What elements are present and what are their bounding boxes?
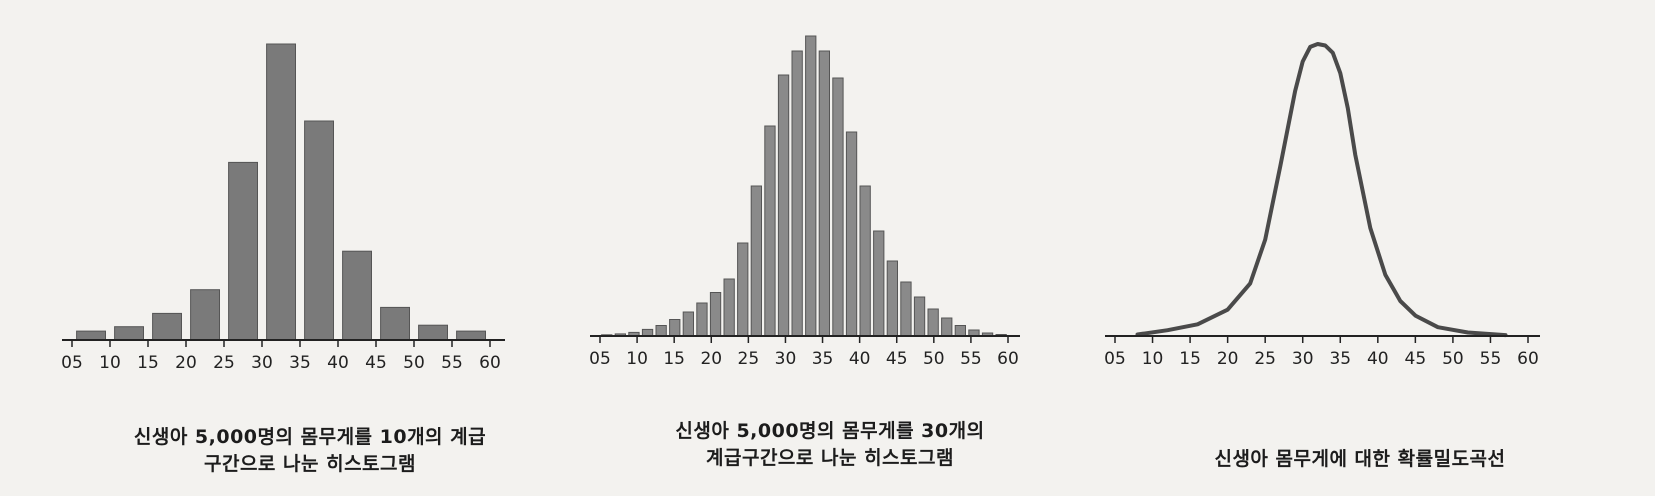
histogram-bar xyxy=(750,185,763,337)
x-tick-label: 30 xyxy=(1292,349,1314,369)
histogram-bar xyxy=(190,289,221,341)
x-tick-label: 40 xyxy=(327,353,349,373)
histogram-bar xyxy=(152,312,183,341)
caption-line: 신생아 몸무게에 대한 확률밀도곡선 xyxy=(1214,448,1506,470)
x-tick-label: 10 xyxy=(1142,349,1164,369)
x-tick-label: 15 xyxy=(1179,349,1201,369)
histogram-bar xyxy=(764,125,776,337)
x-tick-label: 60 xyxy=(997,349,1019,369)
histogram-bar xyxy=(859,185,871,337)
caption-line: 신생아 5,000명의 몸무게를 30개의 xyxy=(675,420,985,442)
histogram-bar xyxy=(669,319,681,337)
x-tick-label: 35 xyxy=(1329,349,1351,369)
histogram-bar xyxy=(818,50,831,337)
x-tick-label: 15 xyxy=(137,353,159,373)
histogram-bar xyxy=(777,74,790,337)
x-tick-label: 55 xyxy=(960,349,982,369)
x-tick-label: 35 xyxy=(289,353,311,373)
histogram-bar xyxy=(342,250,373,341)
x-tick-label: 55 xyxy=(1480,349,1502,369)
density-curve-chart: 05 10 15 20 25 30 35 40 45 50 55 60 xyxy=(1104,42,1540,369)
x-tick-label: 20 xyxy=(1217,349,1239,369)
x-tick-label: 05 xyxy=(589,349,611,369)
chart-caption-30-bins: 신생아 5,000명의 몸무게를 30개의 계급구간으로 나눈 히스토그램 xyxy=(560,418,1100,472)
histogram-bar xyxy=(845,131,858,337)
x-tick-label: 25 xyxy=(1254,349,1276,369)
histogram-bar xyxy=(805,35,817,337)
histogram-bar xyxy=(791,50,803,337)
x-tick-label: 30 xyxy=(251,353,273,373)
x-tick-label: 05 xyxy=(61,353,83,373)
histogram-bar xyxy=(886,260,899,337)
histogram-bar xyxy=(114,326,144,341)
x-tick-label: 20 xyxy=(700,349,722,369)
x-tick-label: 45 xyxy=(886,349,908,369)
x-tick-label: 10 xyxy=(626,349,648,369)
x-tick-label: 60 xyxy=(1517,349,1539,369)
histogram-bar xyxy=(76,330,106,341)
histogram-bar xyxy=(900,281,912,337)
histogram-bar xyxy=(927,308,939,337)
caption-line: 신생아 5,000명의 몸무게를 10개의 계급 xyxy=(133,426,487,448)
x-tick-label: 30 xyxy=(775,349,797,369)
x-tick-label: 45 xyxy=(1405,349,1427,369)
x-tick-label: 45 xyxy=(365,353,387,373)
caption-line: 구간으로 나눈 히스토그램 xyxy=(203,453,416,475)
x-tick-label: 25 xyxy=(738,349,760,369)
histogram-bar xyxy=(266,43,297,341)
x-tick-label: 05 xyxy=(1104,349,1126,369)
histogram-bar xyxy=(456,330,487,341)
chart-caption-density: 신생아 몸무게에 대한 확률밀도곡선 xyxy=(1110,446,1610,473)
x-tick-label: 60 xyxy=(479,353,501,373)
x-tick-label: 35 xyxy=(812,349,834,369)
histogram-bar xyxy=(709,292,722,337)
x-tick-label: 20 xyxy=(175,353,197,373)
x-tick-label: 40 xyxy=(1367,349,1389,369)
histogram-bar xyxy=(418,324,449,341)
x-tick-label: 15 xyxy=(663,349,685,369)
x-tick-label: 10 xyxy=(99,353,121,373)
histogram-bar xyxy=(304,120,335,341)
density-curve-line xyxy=(1135,42,1508,338)
histogram-10-bins: 05 10 15 20 25 30 35 40 45 50 55 60 xyxy=(61,43,505,373)
x-tick-label: 50 xyxy=(923,349,945,369)
histogram-bar xyxy=(873,230,885,337)
histogram-bar xyxy=(832,77,844,337)
histogram-bar xyxy=(737,242,749,337)
histogram-bar xyxy=(696,302,708,337)
histogram-bar xyxy=(380,306,411,341)
caption-line: 계급구간으로 나눈 히스토그램 xyxy=(706,447,954,469)
histogram-30-bins: 05 10 15 20 25 30 35 40 45 50 55 60 xyxy=(589,35,1020,369)
x-tick-label: 55 xyxy=(441,353,463,373)
x-tick-label: 50 xyxy=(403,353,425,373)
x-tick-label: 25 xyxy=(213,353,235,373)
histogram-bar xyxy=(228,161,259,341)
x-tick-label: 50 xyxy=(1442,349,1464,369)
x-tick-label: 40 xyxy=(849,349,871,369)
histogram-bar xyxy=(954,325,967,337)
histogram-bar xyxy=(913,296,926,337)
histogram-bar xyxy=(723,278,735,337)
histogram-bar xyxy=(655,325,667,337)
chart-caption-10-bins: 신생아 5,000명의 몸무게를 10개의 계급 구간으로 나눈 히스토그램 xyxy=(40,424,580,478)
histogram-bar xyxy=(941,317,953,337)
histogram-bar xyxy=(682,311,695,337)
